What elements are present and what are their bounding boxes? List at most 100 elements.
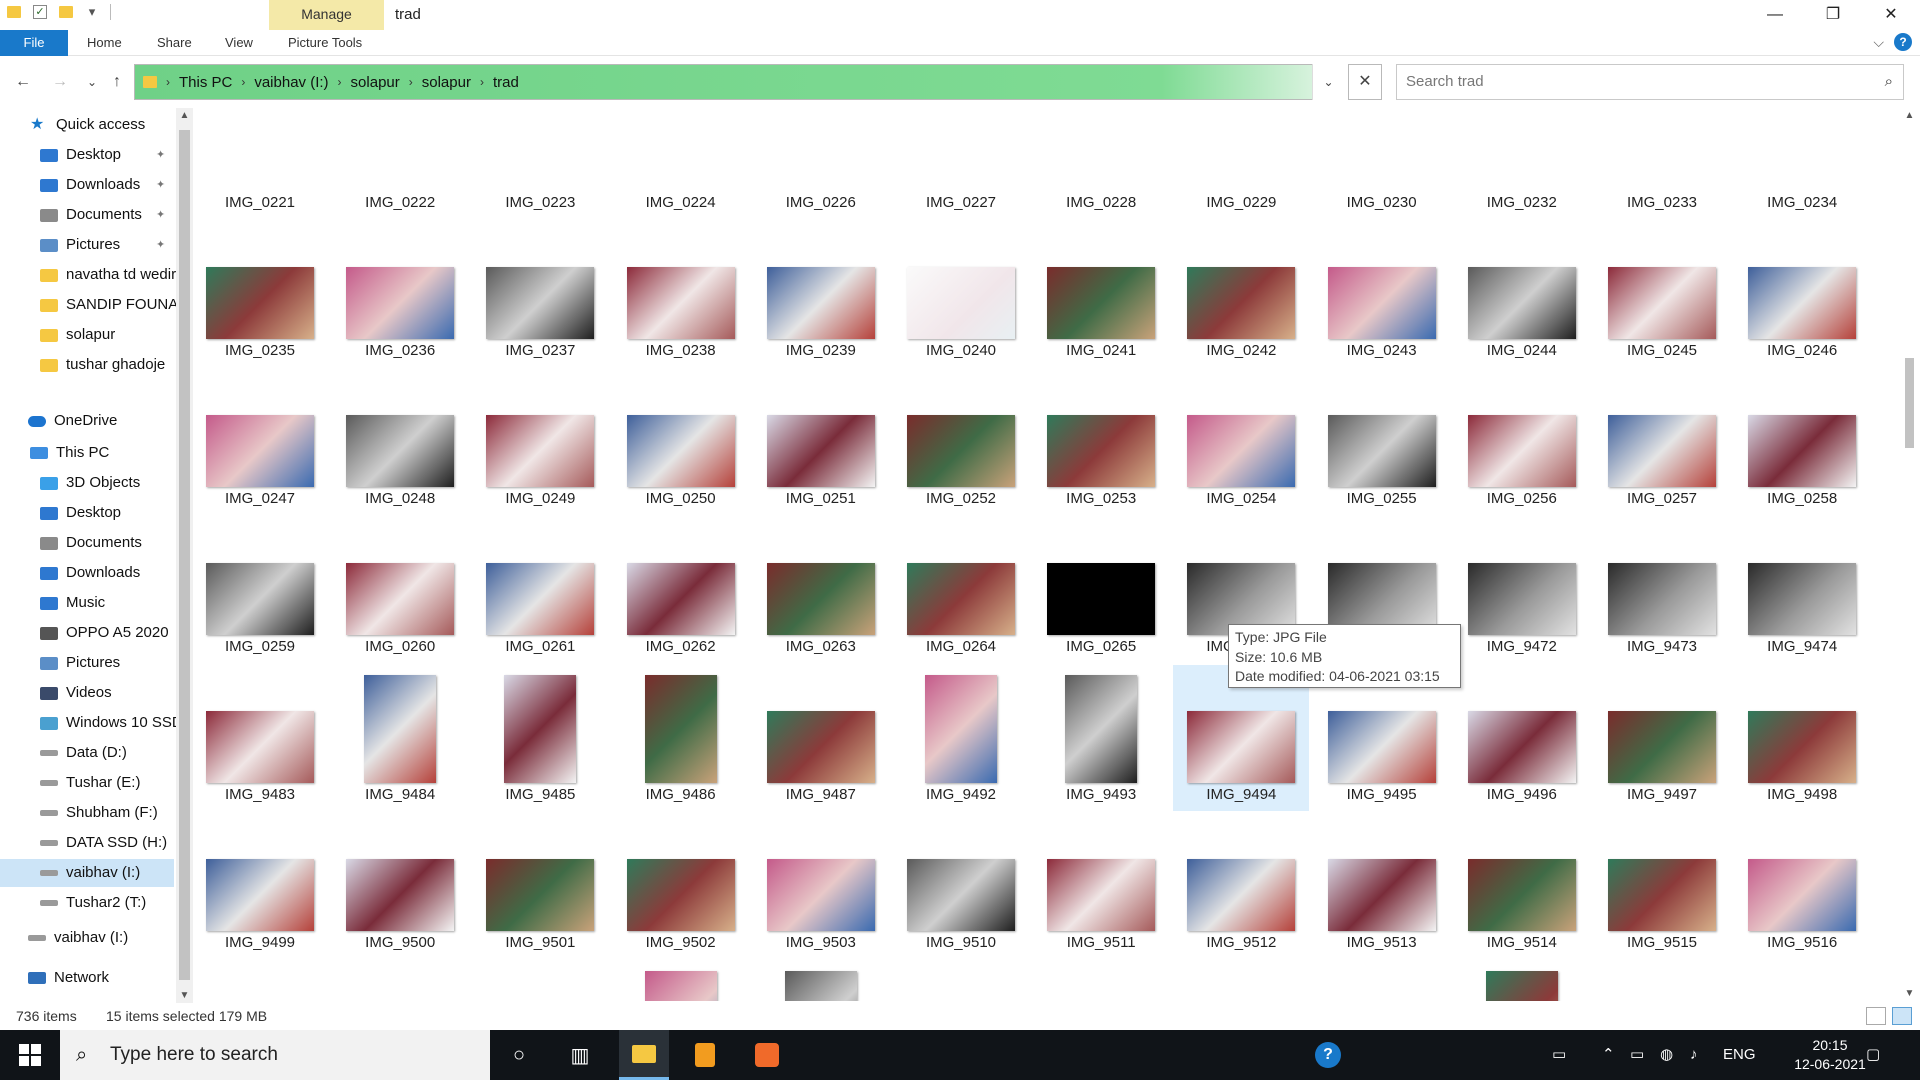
file-explorer-icon[interactable] [619, 1030, 669, 1080]
minimize-button[interactable]: — [1767, 6, 1783, 23]
file-tile[interactable]: IMG_0258 [1734, 369, 1870, 509]
chevron-right-icon[interactable]: › [337, 75, 342, 89]
sidebar-item-quick-2[interactable]: Documents [40, 201, 142, 229]
recent-locations-button[interactable]: ⌄ [86, 75, 98, 89]
taskbar-clock[interactable]: 20:15 12-06-2021 [1790, 1036, 1870, 1074]
file-tile[interactable]: IMG_0235 [196, 221, 328, 361]
file-tile[interactable]: IMG_9496 [1454, 665, 1590, 805]
sidebar-item-pc-4[interactable]: Music [40, 589, 105, 617]
address-clear-button[interactable]: ✕ [1348, 64, 1382, 100]
file-tile[interactable] [196, 961, 328, 1001]
file-tile[interactable]: IMG_9486 [613, 665, 749, 805]
sidebar-item-pc-3[interactable]: Downloads [40, 559, 140, 587]
file-tile[interactable]: IMG_0242 [1173, 221, 1309, 361]
file-tile[interactable]: IMG_9500 [332, 813, 468, 953]
sidebar-item-drive-root[interactable]: vaibhav (I:) [28, 924, 128, 952]
file-tile[interactable]: IMG_9501 [472, 813, 608, 953]
search-icon[interactable]: ⌕ [1884, 73, 1893, 90]
file-tile[interactable]: IMG_0256 [1454, 369, 1590, 509]
file-tile[interactable]: IMG_9513 [1314, 813, 1450, 953]
chevron-right-icon[interactable]: › [408, 75, 413, 89]
file-tile[interactable]: IMG_0257 [1594, 369, 1730, 509]
keyboard-icon[interactable]: ▭ [1552, 1046, 1567, 1063]
show-hidden-icons-icon[interactable]: ⌃ [1602, 1046, 1615, 1063]
sidebar-item-pc-13[interactable]: vaibhav (I:) [0, 859, 174, 887]
taskbar-search-input[interactable]: Type here to search [110, 1044, 278, 1065]
file-tile[interactable]: IMG_0245 [1594, 221, 1730, 361]
file-tile[interactable]: IMG_0248 [332, 369, 468, 509]
file-tile[interactable]: IMG_0239 [753, 221, 889, 361]
file-tile[interactable]: IMG_0228 [1033, 108, 1169, 213]
file-tile[interactable] [753, 961, 889, 1001]
file-tile[interactable]: IMG_0255 [1314, 369, 1450, 509]
sidebar-item-pc-10[interactable]: Tushar (E:) [40, 769, 140, 797]
sidebar-item-onedrive[interactable]: OneDrive [28, 407, 117, 435]
file-tile[interactable]: IMG_0221 [196, 108, 328, 213]
task-view-icon[interactable]: ▥ [570, 1044, 590, 1067]
details-view-button[interactable] [1866, 1007, 1886, 1025]
file-tile[interactable]: IMG_0247 [196, 369, 328, 509]
file-tile[interactable]: IMG_0252 [893, 369, 1029, 509]
breadcrumb-this-pc[interactable]: This PC [179, 73, 233, 91]
content-scrollbar[interactable]: ▲ ▼ [1901, 108, 1918, 1001]
sidebar-item-pc-8[interactable]: Windows 10 SSD [40, 709, 176, 737]
file-tile[interactable] [1173, 961, 1309, 1001]
breadcrumb-trad[interactable]: trad [492, 73, 519, 91]
file-tile[interactable] [1454, 961, 1590, 1001]
file-tile[interactable]: IMG_9493 [1033, 665, 1169, 805]
sidebar-item-quick-5[interactable]: SANDIP FOUNAI [40, 291, 176, 319]
manage-contextual-tab[interactable]: Manage [269, 0, 384, 30]
properties-icon[interactable]: ✓ [32, 4, 48, 20]
file-tile[interactable]: IMG_9502 [613, 813, 749, 953]
language-indicator[interactable]: ENG [1723, 1046, 1756, 1063]
file-tile[interactable] [332, 961, 468, 1001]
file-tile[interactable]: IMG_9474 [1734, 517, 1870, 657]
help-icon[interactable]: ? [1303, 1030, 1353, 1080]
breadcrumb-solapur[interactable]: solapur [350, 73, 400, 91]
file-tile[interactable]: IMG_0249 [472, 369, 608, 509]
file-tile[interactable]: IMG_9495 [1314, 665, 1450, 805]
file-tile[interactable]: IMG_9503 [753, 813, 889, 953]
chevron-right-icon[interactable]: › [166, 75, 170, 89]
sidebar-item-quick-1[interactable]: Downloads [40, 171, 140, 199]
customize-toolbar-icon[interactable]: ▾ [88, 4, 96, 19]
file-tile[interactable]: IMG_9487 [753, 665, 889, 805]
file-tile[interactable]: IMG_0244 [1454, 221, 1590, 361]
file-tile[interactable]: IMG_9484 [332, 665, 468, 805]
file-tile[interactable] [893, 961, 1029, 1001]
file-tile[interactable]: IMG_0246 [1734, 221, 1870, 361]
file-tile[interactable] [613, 961, 749, 1001]
address-bar[interactable]: › This PC › vaibhav (I:) › solapur › sol… [134, 64, 1344, 100]
file-tile[interactable]: IMG_0251 [753, 369, 889, 509]
scroll-down-icon[interactable]: ▼ [179, 990, 190, 1001]
file-tile[interactable]: IMG_9485 [472, 665, 608, 805]
sidebar-item-pc-12[interactable]: DATA SSD (H:) [40, 829, 167, 857]
sublime-text-icon[interactable] [680, 1030, 730, 1080]
chevron-right-icon[interactable]: › [479, 75, 484, 89]
scrollbar-thumb[interactable] [179, 130, 190, 980]
help-icon[interactable]: ? [1894, 33, 1912, 51]
file-tile[interactable]: IMG_9473 [1594, 517, 1730, 657]
notifications-icon[interactable]: ▢ [1866, 1046, 1881, 1063]
sidebar-item-quick-4[interactable]: navatha td wedir [40, 261, 176, 289]
file-tile[interactable]: IMG_0254 [1173, 369, 1309, 509]
tab-share[interactable]: Share [157, 35, 192, 50]
sidebar-item-pc-0[interactable]: 3D Objects [40, 469, 140, 497]
sidebar-item-quick-3[interactable]: Pictures [40, 231, 120, 259]
file-tile[interactable]: IMG_9511 [1033, 813, 1169, 953]
up-button[interactable]: ↑ [113, 73, 121, 90]
sidebar-item-pc-9[interactable]: Data (D:) [40, 739, 127, 767]
ribbon-expand-icon[interactable]: ⌵ [1873, 33, 1884, 50]
file-tile[interactable]: IMG_0233 [1594, 108, 1730, 213]
tab-file[interactable]: File [0, 30, 68, 56]
file-tile[interactable]: IMG_0227 [893, 108, 1029, 213]
file-tile[interactable]: IMG_9483 [196, 665, 328, 805]
volume-icon[interactable]: ♪ [1690, 1046, 1698, 1063]
file-tile[interactable]: IMG_0260 [332, 517, 468, 657]
file-tile[interactable]: IMG_0223 [472, 108, 608, 213]
file-tile[interactable]: IMG_0226 [753, 108, 889, 213]
sidebar-item-pc-1[interactable]: Desktop [40, 499, 121, 527]
address-dropdown-button[interactable]: ⌄ [1312, 64, 1344, 100]
file-tile[interactable]: IMG_9499 [196, 813, 328, 953]
breadcrumb-drive[interactable]: vaibhav (I:) [254, 73, 329, 91]
